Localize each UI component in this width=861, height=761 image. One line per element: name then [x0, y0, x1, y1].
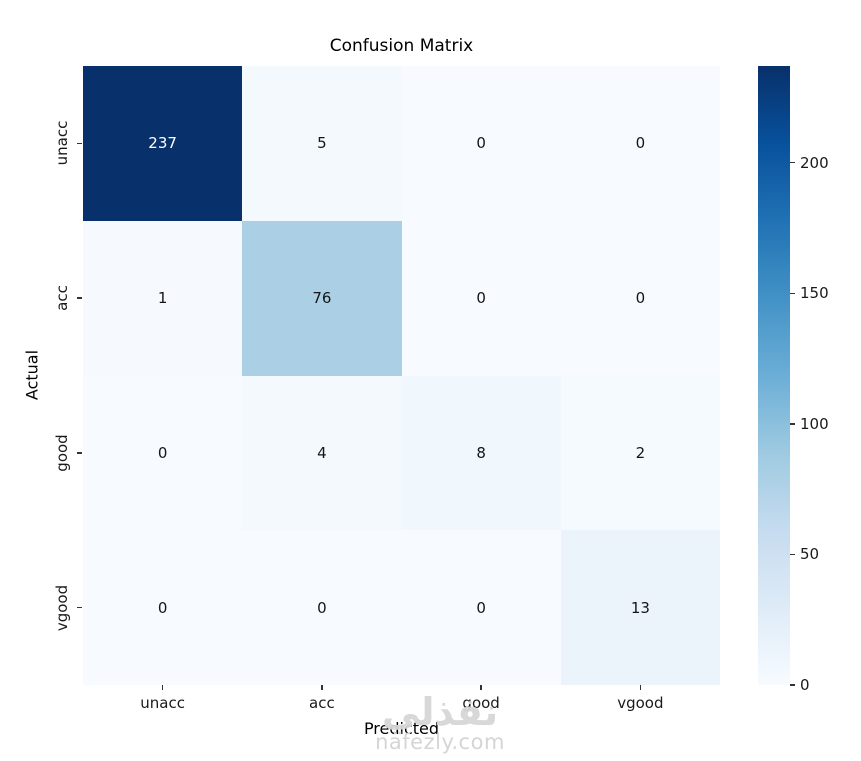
heatmap-cell: 0: [83, 530, 243, 685]
x-axis-label: Predicted: [363, 719, 440, 738]
colorbar-tick-mark: [790, 684, 795, 686]
y-tick-label: unacc: [53, 121, 71, 166]
heatmap-cell: 237: [83, 66, 243, 221]
heatmap-cell: 0: [401, 530, 561, 685]
colorbar-tick-label: 200: [800, 153, 829, 172]
heatmap-cell: 0: [401, 66, 561, 221]
heatmap-cell: 0: [560, 66, 720, 221]
x-tick-mark: [321, 685, 323, 690]
chart-title: Confusion Matrix: [329, 36, 474, 56]
x-tick-mark: [639, 685, 642, 690]
y-tick-label: vgood: [53, 584, 71, 631]
x-tick-mark: [480, 685, 482, 690]
colorbar-tick-label: 150: [800, 284, 829, 303]
colorbar-tick-label: 100: [800, 414, 829, 433]
heatmap-cell: 2: [560, 375, 720, 531]
colorbar: [758, 66, 790, 685]
heatmap-cell: 76: [242, 220, 402, 376]
colorbar-tick-mark: [790, 553, 795, 556]
heatmap-cell: 0: [242, 530, 402, 685]
colorbar-tick-mark: [790, 161, 795, 164]
x-tick-label: vgood: [617, 694, 664, 712]
colorbar-tick-mark: [790, 423, 795, 425]
y-tick-label: good: [53, 434, 71, 472]
colorbar-tick-label: 50: [800, 545, 820, 564]
y-tick-mark: [77, 452, 82, 454]
confusion-matrix-heatmap: 237 5 0 0 1 76 0 0 0 4 8 2 0 0 0 13: [83, 66, 720, 685]
heatmap-cell: 5: [242, 66, 402, 221]
heatmap-cell: 0: [401, 220, 561, 376]
heatmap-cell: 8: [401, 375, 561, 531]
y-tick-mark: [77, 297, 82, 299]
x-tick-label: good: [462, 694, 500, 712]
colorbar-tick-mark: [790, 292, 795, 294]
x-tick-label: acc: [309, 694, 335, 712]
colorbar-tick-label: 0: [800, 676, 810, 694]
heatmap-cell: 13: [560, 530, 720, 685]
y-tick-label: acc: [53, 285, 71, 311]
y-axis-label: Actual: [22, 349, 42, 401]
x-tick-label: unacc: [140, 694, 185, 712]
heatmap-cell: 4: [242, 375, 402, 531]
y-tick-mark: [77, 142, 82, 145]
heatmap-cell: 1: [83, 220, 243, 376]
y-tick-mark: [77, 606, 82, 609]
heatmap-cell: 0: [560, 220, 720, 376]
heatmap-cell: 0: [83, 375, 243, 531]
x-tick-mark: [161, 685, 164, 690]
